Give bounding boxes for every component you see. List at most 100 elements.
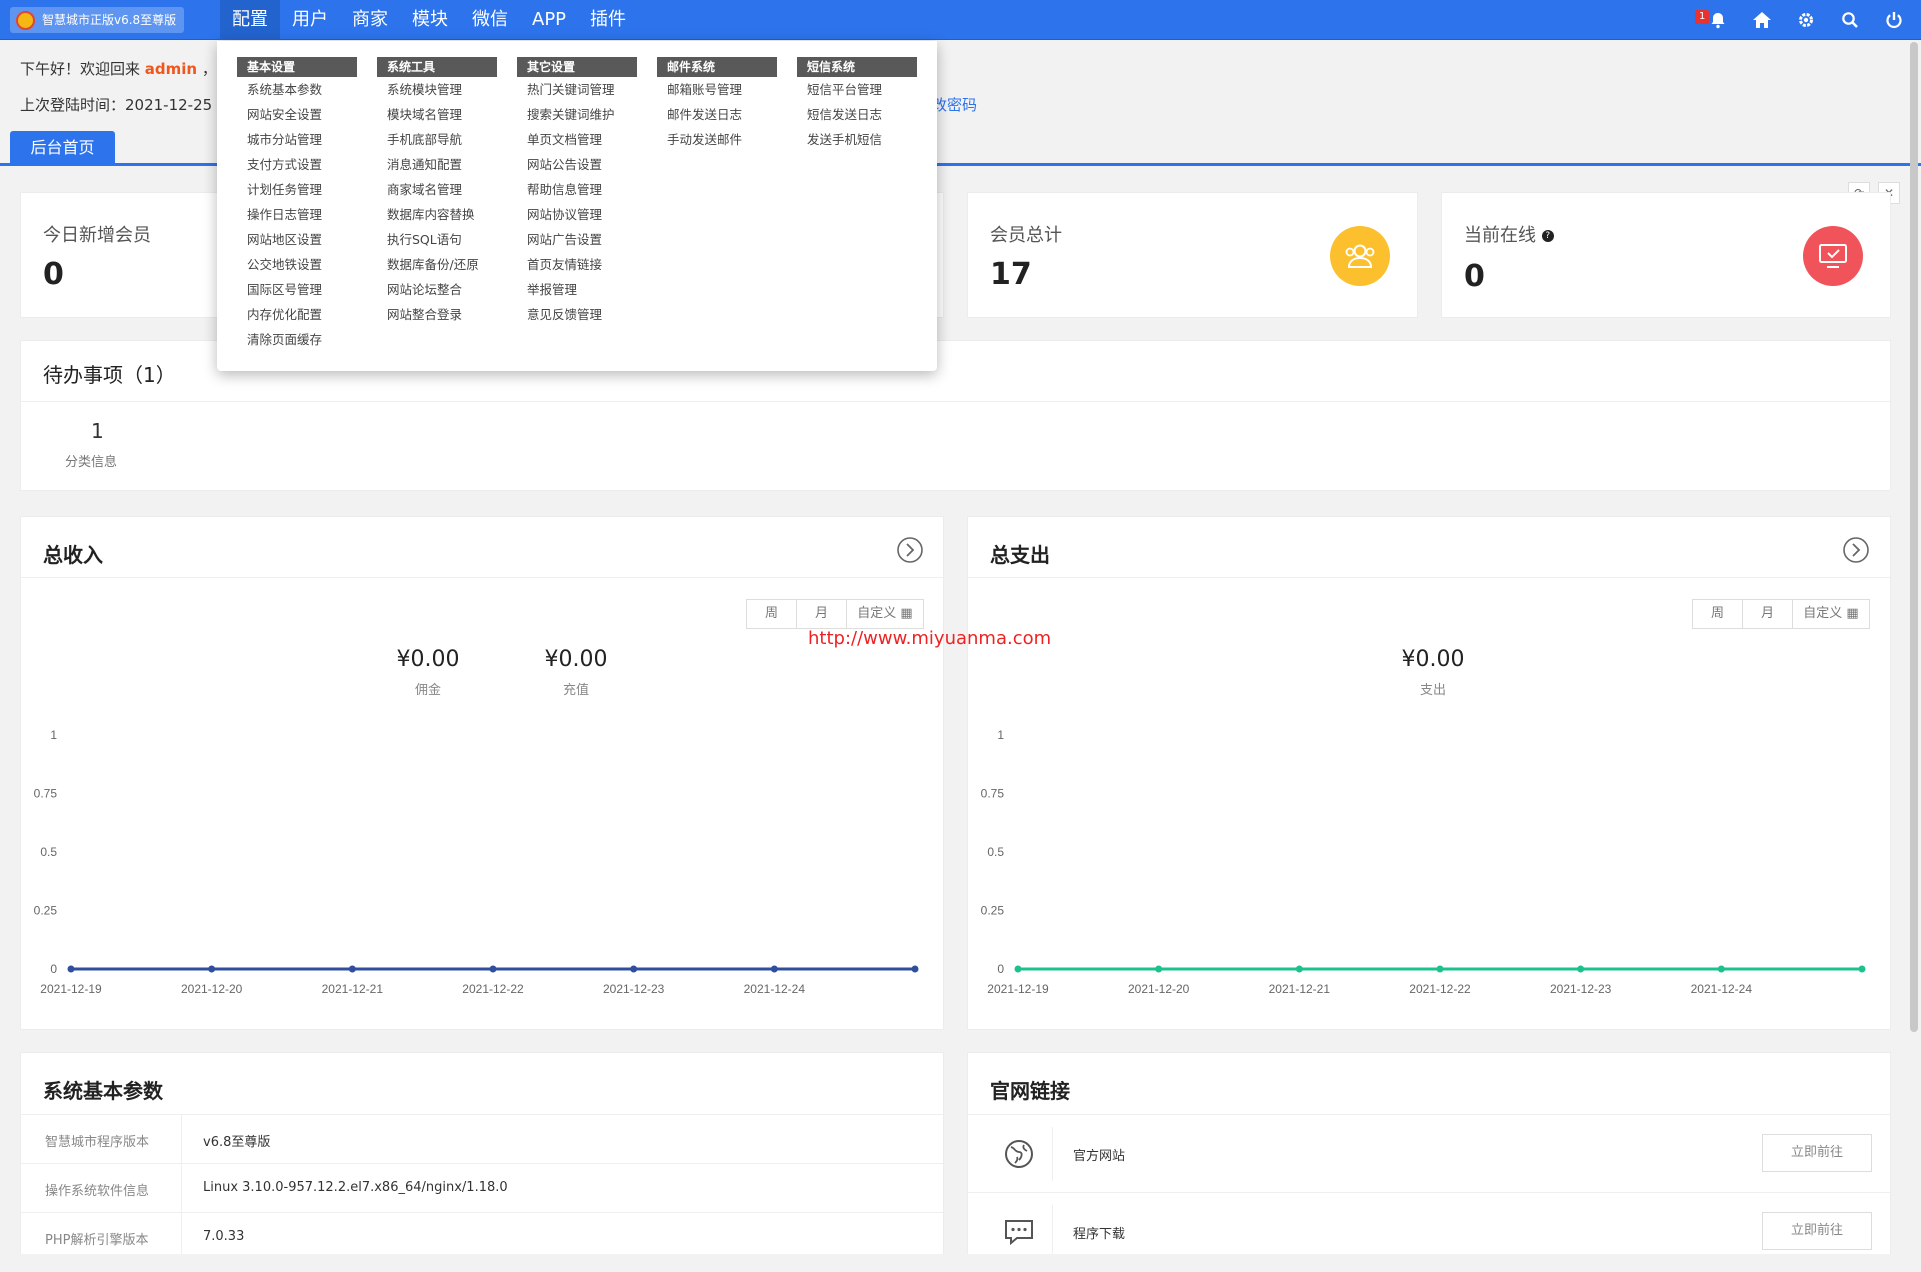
income-title: 总收入 xyxy=(43,543,103,567)
expense-range-selector: 周 月 自定义 ▦ xyxy=(1692,599,1870,629)
menu-item[interactable]: 手机底部导航 xyxy=(387,132,463,147)
tab-underline xyxy=(0,163,1921,166)
todo-title: 待办事项（1） xyxy=(43,363,176,387)
menu-item[interactable]: 内存优化配置 xyxy=(247,307,323,322)
data-point xyxy=(1717,965,1725,973)
menu-item[interactable]: 热门关键词管理 xyxy=(527,82,615,97)
income-range-custom[interactable]: 自定义 ▦ xyxy=(847,600,923,628)
menu-item[interactable]: 邮箱账号管理 xyxy=(667,82,743,97)
sysinfo-key: 操作系统软件信息 xyxy=(45,1184,150,1199)
x-tick-label: 2021-12-20 xyxy=(181,982,243,996)
todo-count[interactable]: 1 xyxy=(91,419,104,443)
expense-range-week[interactable]: 周 xyxy=(1693,600,1743,628)
menu-item[interactable]: 数据库内容替换 xyxy=(387,207,475,222)
income-chart: 1 0.75 0.5 0.25 0 2021-12-19 2021-12-20 2021-12… xyxy=(34,728,919,996)
todo-label[interactable]: 分类信息 xyxy=(65,455,118,470)
menu-item[interactable]: 数据库备份/还原 xyxy=(387,257,479,272)
dropdown-heading-basic: 基本设置 xyxy=(237,57,357,77)
menu-item[interactable]: 网站公告设置 xyxy=(527,157,603,172)
income-range-week[interactable]: 周 xyxy=(747,600,797,628)
y-tick-label: 0.25 xyxy=(981,904,1005,918)
expense-more-icon[interactable] xyxy=(1842,536,1870,564)
change-password-link[interactable]: 改密码 xyxy=(932,96,978,114)
expense-range-custom[interactable]: 自定义 ▦ xyxy=(1793,600,1869,628)
search-button[interactable] xyxy=(1837,7,1863,33)
menu-item[interactable]: 短信发送日志 xyxy=(807,107,883,122)
notification-badge: 1 xyxy=(1695,10,1710,24)
sysinfo-value: Linux 3.10.0-957.12.2.el7.x86_64/nginx/1… xyxy=(203,1180,508,1195)
menu-item[interactable]: 网站协议管理 xyxy=(527,207,603,222)
nav-wechat[interactable]: 微信 xyxy=(472,9,508,30)
income-range-month[interactable]: 月 xyxy=(797,600,847,628)
menu-item[interactable]: 网站地区设置 xyxy=(247,232,323,247)
link-row-official: 官方网站 立即前往 xyxy=(968,1114,1890,1192)
menu-item[interactable]: 邮件发送日志 xyxy=(667,107,743,122)
menu-item[interactable]: 意见反馈管理 xyxy=(527,307,603,322)
data-point xyxy=(348,965,356,973)
nav-app[interactable]: APP xyxy=(532,9,567,30)
help-icon[interactable]: ? xyxy=(1541,230,1554,242)
main-nav: 配置 用户 商家 模块 微信 APP 插件 xyxy=(220,0,638,40)
sysinfo-separator xyxy=(181,1115,182,1163)
go-official-button[interactable]: 立即前往 xyxy=(1762,1134,1872,1172)
app-logo[interactable]: 智慧城市正版v6.8至尊版 xyxy=(10,7,185,33)
dropdown-heading-email: 邮件系统 xyxy=(657,57,777,77)
menu-item[interactable]: 发送手机短信 xyxy=(807,132,883,147)
menu-item[interactable]: 首页友情链接 xyxy=(527,257,603,272)
menu-item[interactable]: 公交地铁设置 xyxy=(247,257,323,272)
data-point xyxy=(1295,965,1303,973)
sysinfo-row: 智慧城市程序版本 v6.8至尊版 xyxy=(21,1114,943,1163)
income-range-selector: 周 月 自定义 ▦ xyxy=(746,599,924,629)
notification-button[interactable]: 1 xyxy=(1695,7,1731,33)
menu-item[interactable]: 手动发送邮件 xyxy=(667,132,743,147)
income-more-icon[interactable] xyxy=(896,536,924,564)
menu-item[interactable]: 网站整合登录 xyxy=(387,307,463,322)
bottom-strip xyxy=(0,1254,1921,1272)
menu-item[interactable]: 清除页面缓存 xyxy=(247,332,323,347)
menu-item[interactable]: 商家域名管理 xyxy=(387,182,463,197)
menu-item[interactable]: 单页文档管理 xyxy=(527,132,603,147)
data-point xyxy=(770,965,778,973)
menu-item[interactable]: 网站论坛整合 xyxy=(387,282,463,297)
settings-button[interactable] xyxy=(1793,7,1819,33)
menu-item[interactable]: 系统模块管理 xyxy=(387,82,463,97)
nav-config[interactable]: 配置 xyxy=(220,0,280,40)
menu-item[interactable]: 城市分站管理 xyxy=(247,132,323,147)
menu-item[interactable]: 操作日志管理 xyxy=(247,207,323,222)
stat-card-total-members: 会员总计 17 xyxy=(967,192,1418,318)
menu-item[interactable]: 短信平台管理 xyxy=(807,82,883,97)
home-button[interactable] xyxy=(1749,7,1775,33)
menu-item[interactable]: 模块域名管理 xyxy=(387,107,463,122)
menu-item[interactable]: 国际区号管理 xyxy=(247,282,323,297)
tab-dashboard-home[interactable]: 后台首页 xyxy=(10,131,115,165)
y-tick-label: 0.75 xyxy=(34,787,58,801)
stat-value-online: 0 xyxy=(1464,259,1485,294)
menu-item[interactable]: 帮助信息管理 xyxy=(527,182,603,197)
menu-item[interactable]: 计划任务管理 xyxy=(247,182,323,197)
go-download-button[interactable]: 立即前往 xyxy=(1762,1212,1872,1250)
nav-users[interactable]: 用户 xyxy=(292,9,328,30)
sysinfo-title: 系统基本参数 xyxy=(43,1079,163,1103)
nav-plugins[interactable]: 插件 xyxy=(590,9,627,30)
sysinfo-value: v6.8至尊版 xyxy=(203,1135,271,1150)
stat-label-online: 当前在线 ? xyxy=(1464,221,1554,247)
dropdown-column-email: 邮件系统 邮箱账号管理 邮件发送日志 手动发送邮件 xyxy=(657,57,777,152)
expense-range-month[interactable]: 月 xyxy=(1743,600,1793,628)
x-tick-label: 2021-12-21 xyxy=(1269,982,1331,996)
nav-modules[interactable]: 模块 xyxy=(412,9,448,30)
menu-item[interactable]: 网站广告设置 xyxy=(527,232,603,247)
page-scrollbar[interactable] xyxy=(1910,42,1918,1032)
menu-item[interactable]: 网站安全设置 xyxy=(247,107,323,122)
menu-item[interactable]: 系统基本参数 xyxy=(247,82,323,97)
nav-merchants[interactable]: 商家 xyxy=(352,9,388,30)
data-point xyxy=(1436,965,1444,973)
menu-item[interactable]: 举报管理 xyxy=(527,282,578,297)
menu-item[interactable]: 执行SQL语句 xyxy=(387,232,462,247)
data-point xyxy=(1577,965,1585,973)
links-card: 官网链接 官方网站 立即前往 程序下载 立即前往 xyxy=(967,1052,1891,1262)
menu-item[interactable]: 支付方式设置 xyxy=(247,157,323,172)
menu-item[interactable]: 搜索关键词维护 xyxy=(527,107,615,122)
logout-button[interactable] xyxy=(1881,7,1907,33)
income-commission-value: ¥0.00 xyxy=(396,647,460,672)
menu-item[interactable]: 消息通知配置 xyxy=(387,157,463,172)
